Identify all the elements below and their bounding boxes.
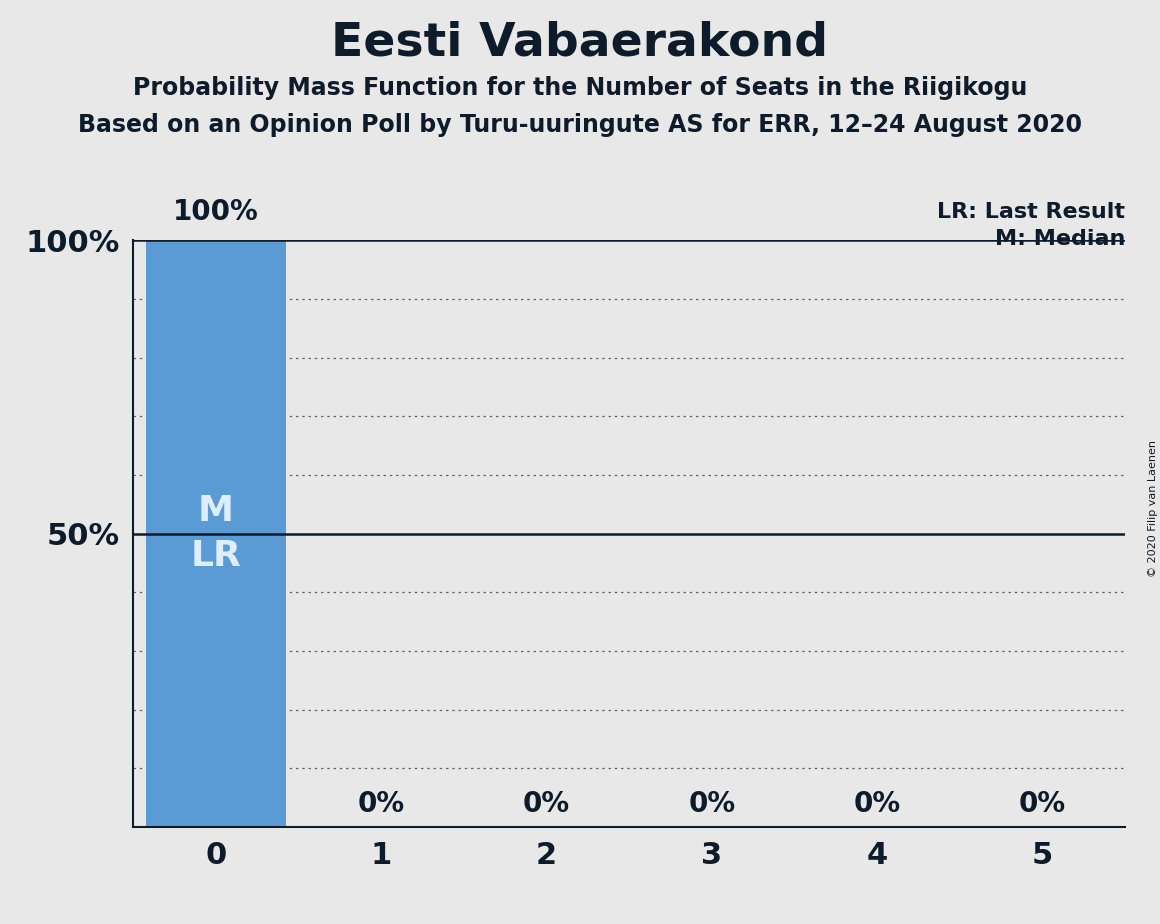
Text: 0%: 0% xyxy=(1018,790,1066,818)
Text: 0%: 0% xyxy=(357,790,405,818)
Text: 0%: 0% xyxy=(854,790,901,818)
Text: Eesti Vabaerakond: Eesti Vabaerakond xyxy=(332,20,828,66)
Text: 100%: 100% xyxy=(173,198,259,225)
Text: Based on an Opinion Poll by Turu-uuringute AS for ERR, 12–24 August 2020: Based on an Opinion Poll by Turu-uuringu… xyxy=(78,113,1082,137)
Text: M
LR: M LR xyxy=(190,494,241,573)
Text: 0%: 0% xyxy=(523,790,571,818)
Bar xyxy=(146,240,287,827)
Text: © 2020 Filip van Laenen: © 2020 Filip van Laenen xyxy=(1147,440,1158,577)
Text: 0%: 0% xyxy=(688,790,735,818)
Text: Probability Mass Function for the Number of Seats in the Riigikogu: Probability Mass Function for the Number… xyxy=(132,76,1028,100)
Text: M: Median: M: Median xyxy=(995,228,1125,249)
Text: LR: Last Result: LR: Last Result xyxy=(937,202,1125,222)
